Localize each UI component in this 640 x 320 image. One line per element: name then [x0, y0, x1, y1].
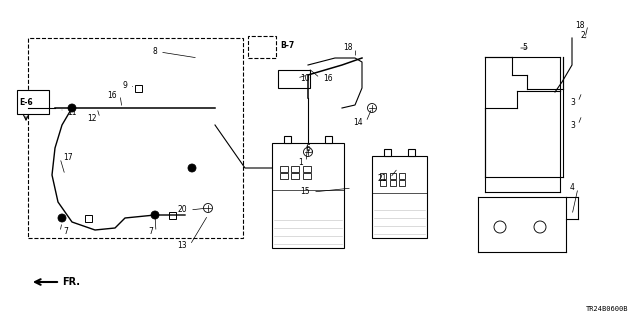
- Text: 6: 6: [305, 143, 310, 153]
- Bar: [380, 173, 386, 179]
- Text: 3: 3: [570, 121, 575, 130]
- Text: FR.: FR.: [62, 277, 80, 287]
- Circle shape: [58, 214, 66, 222]
- Circle shape: [204, 204, 212, 212]
- Text: 21: 21: [378, 173, 387, 182]
- Text: B-7: B-7: [280, 42, 294, 51]
- Bar: [278, 70, 310, 88]
- Text: 9: 9: [122, 81, 127, 90]
- Text: 4: 4: [570, 183, 575, 193]
- Text: 15: 15: [300, 188, 310, 196]
- Text: 18: 18: [575, 20, 585, 29]
- Text: 5: 5: [522, 44, 527, 52]
- Text: 1: 1: [298, 157, 303, 166]
- Text: 8: 8: [152, 47, 157, 57]
- Text: 20: 20: [177, 205, 187, 214]
- Bar: [168, 212, 175, 219]
- Bar: [384, 149, 391, 156]
- Bar: [280, 173, 288, 180]
- Text: 12: 12: [88, 114, 97, 123]
- Bar: [248, 36, 276, 58]
- Bar: [272, 143, 344, 248]
- Text: 16: 16: [323, 74, 333, 83]
- Text: 10: 10: [300, 74, 310, 83]
- Bar: [284, 136, 291, 143]
- Bar: [134, 84, 141, 92]
- Circle shape: [188, 164, 196, 172]
- Bar: [380, 180, 386, 186]
- Circle shape: [303, 148, 312, 156]
- Text: 3: 3: [570, 98, 575, 107]
- Text: 13: 13: [177, 241, 187, 250]
- Bar: [17, 90, 49, 114]
- Circle shape: [494, 221, 506, 233]
- Bar: [291, 166, 300, 172]
- Bar: [390, 173, 396, 179]
- Text: 16: 16: [108, 91, 117, 100]
- Text: 2: 2: [580, 30, 585, 39]
- Bar: [372, 156, 427, 238]
- Text: 14: 14: [353, 117, 363, 126]
- Bar: [28, 38, 243, 238]
- Bar: [84, 214, 92, 221]
- Text: 11: 11: [67, 108, 77, 116]
- Bar: [303, 166, 311, 172]
- Bar: [291, 173, 300, 180]
- Bar: [303, 173, 311, 180]
- Circle shape: [68, 104, 76, 112]
- Circle shape: [151, 211, 159, 219]
- Circle shape: [367, 103, 376, 113]
- Text: E-6: E-6: [19, 98, 33, 107]
- Text: 18: 18: [344, 44, 353, 52]
- Circle shape: [534, 221, 546, 233]
- Bar: [280, 166, 288, 172]
- Text: 17: 17: [63, 154, 72, 163]
- Bar: [390, 180, 396, 186]
- Bar: [399, 180, 405, 186]
- Bar: [325, 136, 332, 143]
- Bar: [408, 149, 415, 156]
- Text: TR24B0600B: TR24B0600B: [586, 306, 628, 312]
- Text: 7: 7: [148, 228, 153, 236]
- Bar: [399, 173, 405, 179]
- Text: 7: 7: [63, 228, 68, 236]
